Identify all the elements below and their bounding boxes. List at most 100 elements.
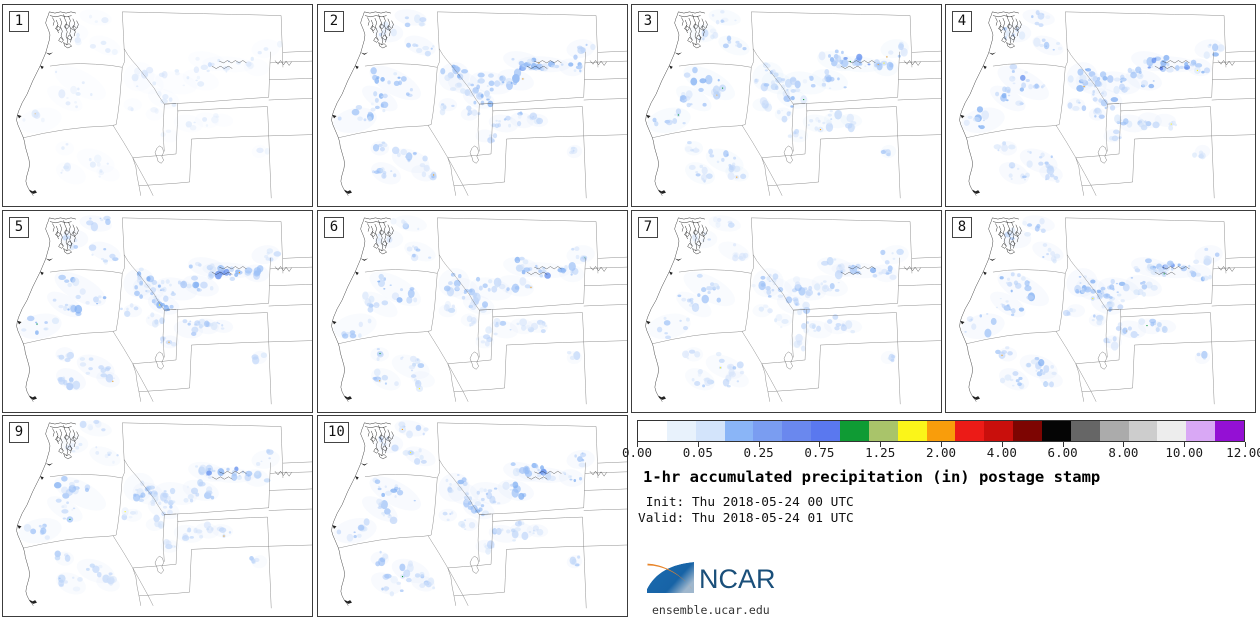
precip-blob-layer (652, 10, 908, 183)
map-panel-member-10[interactable]: 10 (317, 415, 628, 617)
panel-number-label: 1 (9, 11, 29, 32)
colorbar-tick-labels: 0.00 0.05 0.25 0.75 1.25 2.00 4.00 6.00 8.00 10.0… (622, 445, 1260, 461)
colorbar-tick-label: 0.25 (743, 445, 774, 460)
map-panel-member-1[interactable]: 1 (2, 4, 313, 207)
colorbar-tick (1062, 442, 1064, 447)
colorbar-segment-8.00 (1128, 421, 1158, 441)
map-panel-member-5[interactable]: 5 (2, 210, 313, 413)
colorbar-tick-label: 4.00 (986, 445, 1017, 460)
colorbar-gradient (637, 420, 1245, 442)
coastline-layer (645, 11, 921, 196)
colorbar-ticks (637, 442, 1246, 448)
colorbar-segment-10.00 (1157, 421, 1187, 441)
ncar-wordmark: NCAR (699, 564, 776, 594)
state-borders-layer (338, 217, 627, 405)
precip-blob-layer (21, 215, 282, 391)
state-borders-layer (23, 422, 312, 609)
ncar-logo: NCAR (645, 556, 795, 600)
state-borders-layer (652, 11, 941, 199)
colorbar-tick (1184, 442, 1186, 447)
precip-blob-layer (656, 216, 904, 388)
map-panel-member-2[interactable]: 2 (317, 4, 628, 207)
colorbar-segment-1.50 (955, 421, 985, 441)
colorbar-segment-6.00 (1099, 421, 1129, 441)
map-panel-member-3[interactable]: 3 (631, 4, 942, 207)
coastline-layer (331, 11, 607, 196)
valid-time-label: Valid: Thu 2018-05-24 01 UTC (638, 511, 854, 526)
colorbar-tick (819, 442, 821, 447)
coastline-layer (16, 422, 292, 606)
precip-blob-layer (22, 14, 283, 178)
coastline-layer (16, 11, 292, 196)
coastline-layer (645, 217, 921, 402)
colorbar-tick (880, 442, 882, 447)
colorbar-segment-0.75 (868, 421, 898, 441)
colorbar (637, 420, 1245, 442)
coastline-layer (331, 217, 607, 402)
colorbar-tick-label: 0.00 (621, 445, 653, 460)
colorbar-tick-label: 0.75 (804, 445, 835, 460)
colorbar-tick (1123, 442, 1125, 447)
colorbar-tick (1245, 442, 1246, 447)
colorbar-tick (1001, 442, 1003, 447)
colorbar-tick-label: 10.00 (1165, 445, 1204, 460)
panel-number-label: 8 (952, 217, 972, 238)
panel-number-label: 2 (324, 11, 344, 32)
colorbar-tick (941, 442, 942, 447)
panel-number-label: 3 (638, 11, 658, 32)
colorbar-tick-label: 2.00 (925, 445, 957, 460)
colorbar-tick (697, 442, 699, 447)
colorbar-tick-label: 8.00 (1108, 445, 1139, 460)
colorbar-segment-1.25 (926, 421, 956, 441)
colorbar-segment-0.50 (840, 421, 869, 441)
colorbar-segment-0.00 (638, 421, 667, 441)
colorbar-segment-5.00 (1070, 421, 1100, 441)
precip-blob-layer (336, 421, 587, 597)
colorbar-segment-4.00 (1042, 421, 1071, 441)
panel-number-label: 10 (324, 422, 349, 443)
colorbar-tick-label: 6.00 (1047, 445, 1078, 460)
colorbar-segment-1.00 (897, 421, 927, 441)
ncar-flag-shape (647, 562, 694, 593)
coastline-layer (959, 217, 1235, 402)
state-borders-layer (23, 11, 312, 199)
colorbar-tick-label: 0.05 (682, 445, 713, 460)
precip-halo-layer (18, 9, 280, 185)
figure-title: 1-hr accumulated precipitation (in) post… (643, 468, 1101, 486)
state-borders-layer (23, 217, 312, 405)
colorbar-tick (637, 442, 638, 447)
state-borders-layer (338, 422, 627, 609)
map-panel-member-6[interactable]: 6 (317, 210, 628, 413)
colorbar-segment-12.00 (1215, 421, 1245, 441)
colorbar-segment-0.10 (753, 421, 783, 441)
state-borders-layer (966, 217, 1255, 405)
precip-blob-layer (964, 218, 1220, 390)
ncar-url-label: ensemble.ucar.edu (652, 603, 770, 617)
panel-number-label: 5 (9, 217, 29, 238)
colorbar-segment-3.00 (1013, 421, 1043, 441)
colorbar-segment-0.01 (666, 421, 696, 441)
panel-number-label: 9 (9, 422, 29, 443)
colorbar-segment-11.00 (1186, 421, 1216, 441)
map-panel-member-4[interactable]: 4 (945, 4, 1256, 207)
colorbar-segment-0.15 (782, 421, 812, 441)
coastline-layer (16, 217, 292, 402)
precip-blob-layer (337, 14, 596, 181)
map-panel-member-8[interactable]: 8 (945, 210, 1256, 413)
panel-number-label: 4 (952, 11, 972, 32)
state-borders-layer (652, 217, 941, 405)
map-panel-member-7[interactable]: 7 (631, 210, 942, 413)
map-panel-member-9[interactable]: 9 (2, 415, 313, 617)
colorbar-segment-2.00 (984, 421, 1014, 441)
precip-blob-layer (23, 419, 274, 592)
colorbar-segment-0.25 (811, 421, 841, 441)
colorbar-segment-0.05 (724, 421, 754, 441)
colorbar-tick-label: 1.25 (865, 445, 896, 460)
coastline-layer (331, 422, 607, 606)
colorbar-tick (758, 442, 760, 447)
colorbar-segment-0.03 (695, 421, 725, 441)
state-borders-layer (338, 11, 627, 199)
colorbar-tick-label: 12.00 (1226, 445, 1260, 460)
init-time-label: Init: Thu 2018-05-24 00 UTC (638, 495, 854, 510)
